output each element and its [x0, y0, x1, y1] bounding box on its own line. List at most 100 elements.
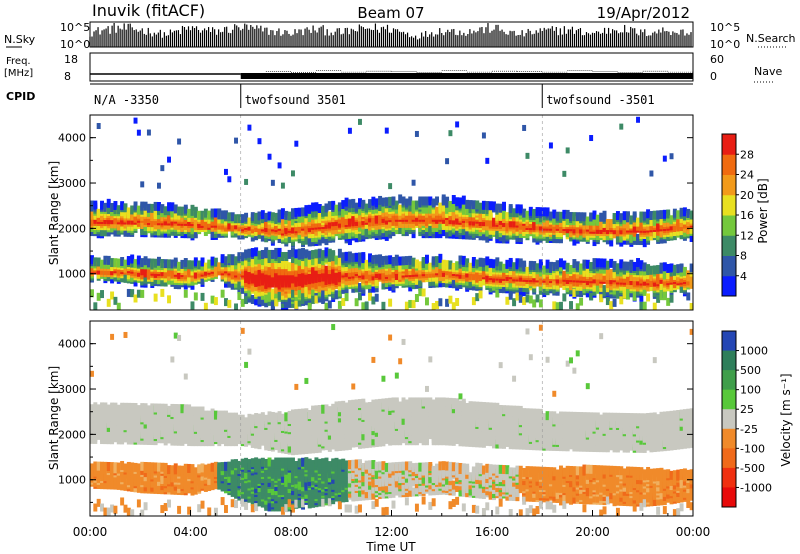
power-cell — [428, 202, 433, 212]
power-cell — [404, 256, 409, 266]
velocity-cell — [103, 507, 108, 516]
power-speckle — [157, 182, 161, 189]
power-cell — [317, 212, 322, 222]
power-cell — [160, 204, 165, 214]
cpid-segment-2: twofsound -3501 — [546, 93, 654, 107]
power-cell — [384, 255, 389, 265]
power-cell — [180, 206, 185, 216]
power-cell — [150, 210, 155, 220]
power-cell — [425, 297, 429, 306]
power-cell — [401, 196, 406, 206]
power-cell — [605, 260, 610, 270]
power-speckle — [140, 181, 145, 188]
power-cell — [106, 255, 111, 265]
power-cell — [240, 252, 245, 262]
power-cell — [193, 219, 198, 229]
power-cell — [572, 236, 577, 246]
power-cell — [361, 302, 366, 310]
nsky-left-tick-top: 10^5 — [60, 21, 90, 34]
power-cell — [146, 203, 151, 213]
power-cell — [636, 217, 640, 227]
power-cell — [170, 202, 175, 212]
power-cell — [337, 202, 342, 212]
velocity-cells — [90, 324, 693, 516]
power-cell — [136, 255, 141, 265]
power-cell — [435, 300, 439, 309]
power-speckle — [294, 140, 299, 147]
power-cell — [287, 249, 292, 259]
velocity-cell — [160, 462, 165, 472]
power-cell — [612, 298, 617, 307]
power-cell — [512, 298, 517, 307]
power-cell — [381, 280, 386, 290]
power-cell — [250, 294, 255, 304]
velocity-cell — [133, 462, 138, 472]
power-cell — [150, 203, 155, 213]
power-cell — [237, 214, 242, 224]
power-cell — [488, 201, 493, 211]
power-cell — [652, 229, 657, 239]
power-cell — [200, 292, 205, 301]
power-cell — [404, 198, 409, 208]
power-speckle — [136, 129, 141, 136]
power-cell — [291, 216, 295, 226]
power-cell — [314, 295, 319, 304]
power-cell — [93, 200, 98, 210]
power-cell — [103, 202, 108, 212]
power-cell — [458, 197, 463, 207]
power-cell — [378, 254, 383, 264]
colorbar-swatch — [722, 215, 736, 236]
power-cell — [528, 206, 533, 216]
power-cell — [100, 227, 104, 237]
power-cell — [160, 288, 165, 297]
power-cell — [327, 201, 332, 211]
power-cell — [502, 284, 506, 294]
power-cell — [146, 258, 151, 268]
power-cell — [341, 200, 346, 210]
power-cell — [177, 261, 182, 271]
power-cell — [190, 260, 195, 270]
power-cell — [331, 258, 336, 268]
power-cell — [274, 247, 279, 257]
power-cell — [485, 201, 490, 211]
power-cell — [311, 266, 316, 276]
power-speckle — [177, 138, 182, 145]
power-cell — [187, 266, 192, 276]
power-cell — [341, 297, 346, 306]
power-cell — [669, 273, 674, 283]
power-cell — [341, 252, 346, 262]
power-cell — [569, 301, 573, 310]
velocity-cell — [150, 462, 155, 472]
power-cell — [270, 249, 275, 259]
power-cell — [264, 218, 269, 228]
velocity-cell — [106, 404, 111, 414]
power-cell — [334, 204, 339, 214]
power-cell — [90, 210, 94, 220]
power-cell — [250, 248, 255, 258]
power-cell — [270, 212, 275, 222]
nave-tick-top: 60 — [710, 53, 724, 66]
velocity-cell — [116, 462, 121, 472]
power-cell — [428, 196, 433, 206]
power-cell — [525, 294, 530, 303]
power-cell — [659, 216, 664, 226]
power-cell — [167, 267, 171, 277]
power-cell — [421, 288, 426, 297]
colorbar-swatch — [722, 174, 736, 196]
power-cell — [609, 237, 614, 247]
power-cell — [599, 258, 604, 268]
power-cell — [260, 256, 265, 266]
power-cell — [136, 289, 141, 298]
power-cell — [368, 253, 372, 263]
power-cell — [441, 259, 446, 269]
power-cell — [301, 284, 305, 294]
power-cell — [522, 260, 527, 270]
power-cell — [304, 284, 309, 294]
power-cell — [451, 262, 456, 272]
power-cell — [93, 302, 98, 310]
power-cell — [244, 249, 249, 259]
power-cell — [649, 211, 654, 221]
power-cell — [582, 259, 587, 269]
power-cell — [686, 270, 691, 280]
power-cell — [267, 211, 272, 221]
